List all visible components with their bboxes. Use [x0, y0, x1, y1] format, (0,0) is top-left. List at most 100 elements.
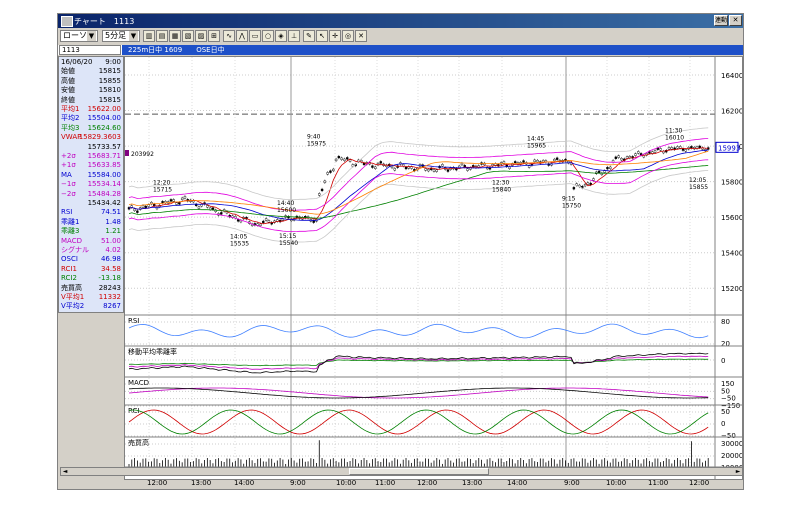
panel-value: 15624.60	[87, 123, 121, 132]
subchart-tick-label: 150	[721, 380, 734, 388]
chart-type-combo[interactable]: ローソク ▼	[60, 30, 98, 42]
annotation-value: 15965	[527, 142, 546, 149]
period-value: 5分足	[105, 31, 127, 40]
panel-row: 高値 15855	[59, 77, 123, 86]
volume-tool-icon[interactable]: ▦	[169, 30, 181, 42]
candle	[136, 210, 139, 213]
indicator-tool-icon[interactable]: ⊞	[208, 30, 220, 42]
panel-value: 1.21	[105, 227, 121, 236]
panel-row: 終値 15815	[59, 96, 123, 105]
panel-label: MA	[61, 170, 72, 179]
range-tool-icon[interactable]: ▭	[249, 30, 261, 42]
panel-label: VWAP	[61, 133, 82, 142]
trend-tool-icon[interactable]: ⋀	[236, 30, 248, 42]
candle	[262, 220, 265, 224]
bollinger-outer-upper-line	[128, 127, 709, 201]
close-button[interactable]: ✕	[729, 15, 742, 26]
fibonacci-tool-icon[interactable]: ⊥	[288, 30, 300, 42]
candle	[698, 145, 702, 148]
chart-area[interactable]: 1640016200160001580015600154001520012:20…	[124, 56, 743, 480]
candle	[348, 159, 352, 162]
candle	[180, 197, 184, 200]
panel-row: V平均2 8267	[59, 302, 123, 311]
candle	[533, 159, 536, 162]
panel-row: V平均1 11332	[59, 293, 123, 302]
x-tick-label: 14:00	[234, 479, 255, 487]
candle	[340, 157, 343, 160]
chevron-down-icon[interactable]: ▼	[87, 31, 96, 41]
candle	[424, 168, 427, 171]
bar-chart-tool-icon[interactable]: ▤	[156, 30, 168, 42]
panel-row: 15434.42	[59, 199, 123, 208]
candle	[659, 148, 662, 151]
search-icon[interactable]: ◎	[342, 30, 354, 42]
pointer-tool-icon[interactable]: ↖	[316, 30, 328, 42]
line-tool-icon[interactable]: ∿	[223, 30, 235, 42]
subchart-title: RCI	[128, 407, 139, 415]
panel-label: −2σ	[61, 189, 76, 198]
grid-tool-icon[interactable]: ▧	[182, 30, 194, 42]
annotation-time: 9:40	[307, 134, 321, 141]
candle	[592, 178, 595, 181]
panel-value: 4.02	[105, 246, 121, 254]
candle	[337, 155, 341, 159]
panel-label: +2σ	[61, 152, 76, 160]
candle	[597, 170, 601, 174]
settings-tool-icon[interactable]: ◈	[275, 30, 287, 42]
subchart-title: RSI	[128, 317, 139, 325]
panel-label: V平均1	[61, 293, 85, 301]
y-tick-label: 15200	[721, 285, 742, 293]
chevron-down-icon[interactable]: ▼	[129, 31, 138, 41]
panel-label: V平均2	[61, 302, 85, 311]
annotation-time: 12:30	[492, 180, 509, 187]
y-tick-label: 15400	[721, 250, 742, 258]
panel-row: 始値 15815	[59, 67, 123, 76]
subchart-tick-label: 20	[721, 340, 730, 348]
panel-value: 15534.14	[87, 180, 121, 189]
horizontal-scrollbar[interactable]: ◄ ►	[60, 467, 743, 476]
subchart-tick-label: −50	[721, 432, 736, 440]
candle	[690, 146, 693, 149]
period-combo[interactable]: 5分足 ▼	[102, 30, 140, 42]
candle	[684, 149, 688, 152]
scroll-thumb[interactable]	[349, 468, 489, 475]
candle	[318, 193, 321, 196]
pen-tool-icon[interactable]: ✎	[303, 30, 315, 42]
bollinger-lower-line	[128, 159, 709, 233]
zoom-icon[interactable]: ○	[262, 30, 274, 42]
eraser-tool-icon[interactable]: ✕	[355, 30, 367, 42]
candle	[586, 182, 590, 185]
scroll-right-icon[interactable]: ►	[735, 468, 741, 475]
panel-value: 8267	[103, 302, 121, 311]
candlestick-tool-icon[interactable]: ▥	[143, 30, 155, 42]
candle	[183, 196, 187, 199]
panel-label: 乖離1	[61, 217, 80, 226]
crosshair-tool-icon[interactable]: ✛	[329, 30, 341, 42]
title-bar[interactable]: チャート 1113 連動 ✕	[58, 14, 743, 28]
panel-row: 平均3 15624.60	[59, 124, 123, 133]
symbol-bar: 1113 225m日中 1609 OSE日中	[58, 45, 743, 55]
candle	[211, 207, 215, 210]
layout-tool-icon[interactable]: ▨	[195, 30, 207, 42]
symbol-code-input[interactable]: 1113	[59, 45, 121, 55]
candle	[609, 166, 612, 169]
chart-svg[interactable]: 1640016200160001580015600154001520012:20…	[125, 57, 743, 479]
candle	[681, 148, 685, 151]
link-button[interactable]: 連動	[714, 15, 728, 26]
y-tick-label: 16200	[721, 108, 742, 116]
indicator-line	[128, 387, 709, 399]
scroll-left-icon[interactable]: ◄	[62, 468, 68, 475]
candle	[169, 199, 173, 202]
annotation-time: 14:05	[230, 234, 247, 241]
panel-label: 乖離3	[61, 227, 80, 236]
x-tick-label: 11:00	[648, 479, 669, 487]
annotation-value: 15715	[153, 187, 172, 194]
candle	[676, 146, 679, 149]
panel-value: 15810	[98, 86, 121, 95]
candle	[343, 158, 346, 161]
candle	[441, 164, 444, 167]
candle	[670, 147, 674, 150]
annotation-value: 15600	[277, 207, 296, 214]
candle	[323, 180, 327, 183]
ma3-line	[128, 165, 709, 219]
